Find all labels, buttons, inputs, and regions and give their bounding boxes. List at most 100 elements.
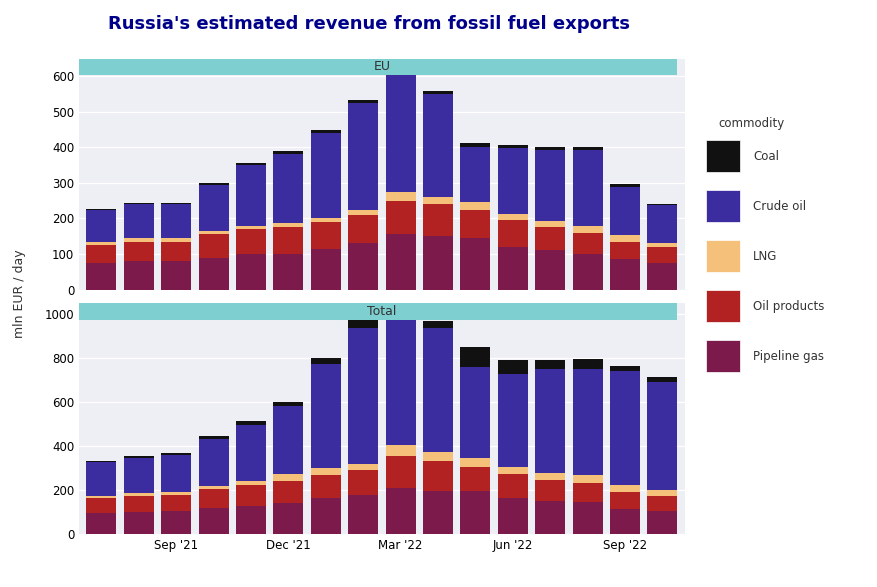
Bar	[198, 183, 228, 185]
Bar	[273, 481, 303, 504]
Bar	[236, 425, 266, 481]
Bar	[161, 242, 191, 261]
Bar	[646, 205, 676, 242]
Bar	[124, 458, 153, 493]
Bar	[310, 222, 340, 249]
Bar	[161, 511, 191, 534]
Bar	[646, 495, 676, 511]
Bar	[198, 438, 228, 486]
Bar	[385, 310, 415, 318]
Bar	[124, 512, 153, 534]
Bar	[273, 254, 303, 289]
Bar	[535, 150, 565, 221]
Bar	[535, 227, 565, 251]
Bar	[423, 491, 453, 534]
Bar	[423, 328, 453, 452]
Bar	[535, 480, 565, 501]
Bar	[124, 203, 153, 204]
Bar	[385, 456, 415, 488]
Bar	[310, 468, 340, 475]
Bar	[610, 485, 639, 492]
Bar	[572, 232, 602, 254]
Bar	[385, 67, 415, 71]
Bar	[310, 475, 340, 498]
Bar	[385, 318, 415, 445]
Bar	[497, 467, 527, 474]
Bar	[161, 495, 191, 511]
Bar	[310, 218, 340, 222]
Text: mln EUR / day: mln EUR / day	[13, 249, 26, 338]
Bar	[497, 247, 527, 289]
Bar	[423, 197, 453, 204]
Bar	[610, 366, 639, 371]
Bar	[460, 238, 490, 289]
Bar	[423, 204, 453, 236]
Bar	[460, 143, 490, 147]
Bar	[646, 204, 676, 205]
Bar	[236, 481, 266, 485]
Text: Pipeline gas: Pipeline gas	[752, 350, 823, 363]
Bar	[124, 493, 153, 495]
Bar	[236, 163, 266, 165]
Bar	[348, 210, 378, 215]
Bar	[310, 358, 340, 365]
Bar	[646, 511, 676, 534]
Bar	[87, 495, 117, 498]
FancyBboxPatch shape	[705, 240, 739, 272]
Bar	[385, 234, 415, 289]
Bar	[535, 473, 565, 480]
Bar	[497, 148, 527, 214]
Bar	[497, 375, 527, 467]
Bar	[348, 495, 378, 534]
Bar	[572, 369, 602, 475]
Bar	[497, 498, 527, 534]
Bar	[610, 184, 639, 187]
Bar	[310, 133, 340, 218]
Bar	[385, 192, 415, 201]
Bar	[236, 421, 266, 425]
Bar	[161, 204, 191, 238]
Bar	[273, 474, 303, 481]
Bar	[497, 146, 527, 148]
Bar	[385, 488, 415, 534]
Text: Russia's estimated revenue from fossil fuel exports: Russia's estimated revenue from fossil f…	[108, 15, 629, 33]
Bar	[423, 94, 453, 197]
Bar	[79, 303, 676, 319]
Bar	[572, 227, 602, 232]
Bar	[535, 501, 565, 534]
Text: LNG: LNG	[752, 249, 776, 263]
Bar	[572, 475, 602, 483]
Bar	[348, 100, 378, 103]
Bar	[572, 502, 602, 534]
Bar	[198, 508, 228, 534]
FancyBboxPatch shape	[705, 340, 739, 373]
Bar	[385, 445, 415, 456]
Bar	[535, 221, 565, 227]
Bar	[610, 242, 639, 259]
Bar	[348, 313, 378, 328]
Bar	[198, 234, 228, 258]
Bar	[198, 185, 228, 231]
Bar	[385, 201, 415, 234]
Bar	[124, 204, 153, 238]
Bar	[236, 254, 266, 289]
Bar	[236, 229, 266, 254]
Bar	[348, 103, 378, 210]
Text: Total: Total	[367, 305, 396, 318]
Bar	[87, 461, 117, 495]
Bar	[273, 227, 303, 254]
Bar	[348, 464, 378, 470]
Bar	[236, 165, 266, 225]
Text: commodity: commodity	[717, 117, 783, 130]
FancyBboxPatch shape	[705, 290, 739, 322]
Bar	[161, 492, 191, 495]
FancyBboxPatch shape	[705, 140, 739, 173]
Bar	[572, 254, 602, 289]
Bar	[572, 150, 602, 227]
Bar	[460, 458, 490, 467]
Bar	[310, 365, 340, 468]
Bar	[124, 242, 153, 261]
Bar	[423, 321, 453, 328]
Bar	[460, 202, 490, 210]
FancyBboxPatch shape	[705, 190, 739, 222]
